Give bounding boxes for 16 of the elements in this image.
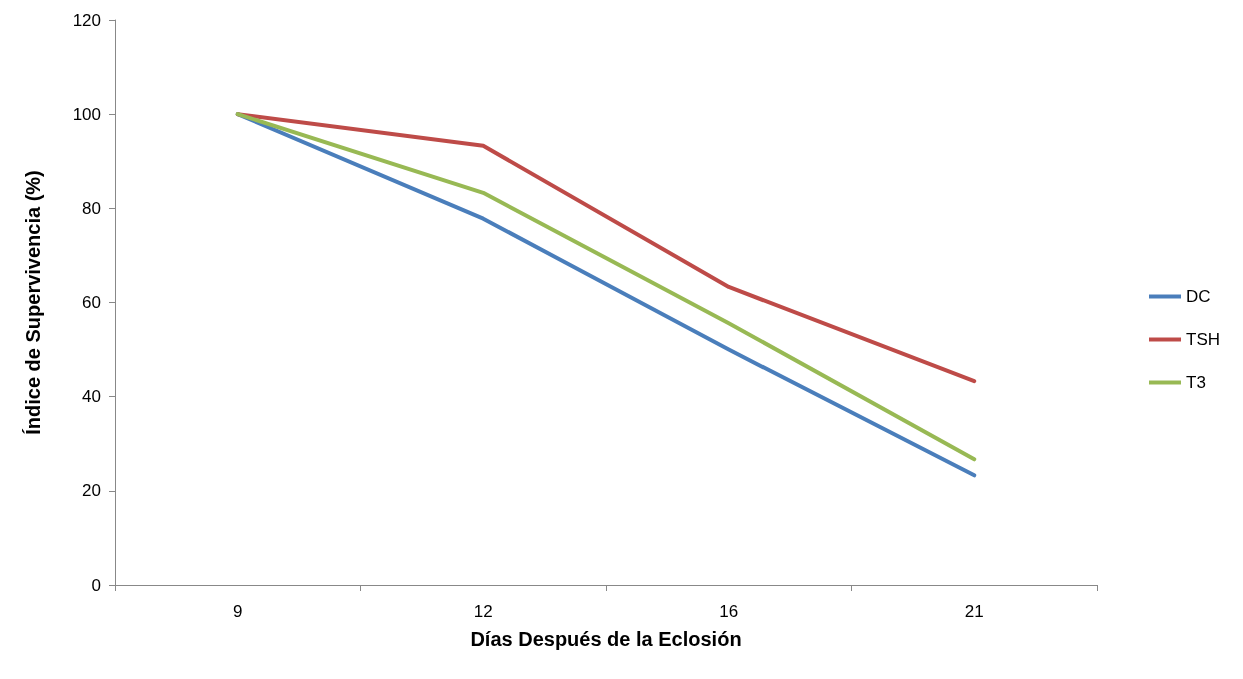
x-tick-label: 9	[233, 602, 243, 621]
y-tick-label: 60	[82, 293, 101, 312]
y-tick-label: 20	[82, 481, 101, 501]
y-tick-label: 100	[72, 104, 101, 124]
legend-label: DC	[1186, 287, 1211, 306]
y-tick-label: 80	[82, 198, 101, 218]
x-tick-label: 12	[473, 602, 493, 621]
x-tick-label: 21	[964, 602, 984, 621]
y-tick-label: 0	[91, 575, 101, 595]
y-axis-title: Índice de Supervivencia (%)	[22, 170, 44, 435]
x-tick-label: 16	[719, 602, 739, 621]
legend-label: T3	[1186, 373, 1206, 392]
legend-label: TSH	[1186, 330, 1220, 349]
y-tick-label: 40	[82, 387, 101, 407]
y-tick-label: 120	[72, 10, 101, 30]
x-axis-title: Días Después de la Eclosión	[470, 628, 742, 650]
